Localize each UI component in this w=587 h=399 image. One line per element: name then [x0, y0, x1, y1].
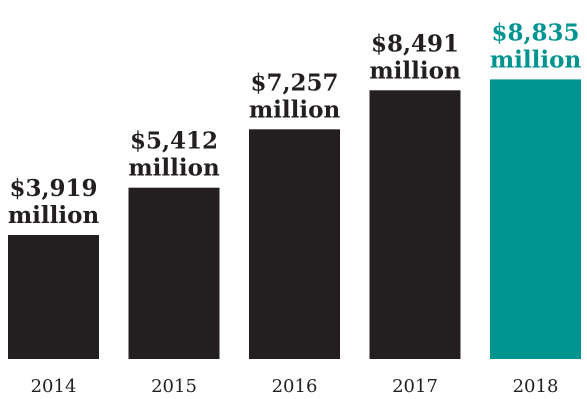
data-label-unit-2016: million	[249, 96, 341, 123]
data-label-value-2014: $3,919	[9, 175, 97, 202]
bar-2018	[490, 79, 581, 360]
bar-2014	[8, 235, 99, 359]
x-tick-label-2016: 2016	[272, 376, 318, 397]
data-label-value-2015: $5,412	[130, 128, 218, 155]
bar-2015	[128, 187, 220, 359]
x-tick-label-2017: 2017	[392, 376, 438, 397]
x-tick-label-2014: 2014	[31, 376, 77, 397]
data-label-value-2018: $8,835	[491, 19, 579, 46]
x-tick-label-2015: 2015	[151, 376, 197, 397]
data-label-value-2016: $7,257	[250, 69, 338, 96]
data-label-value-2017: $8,491	[371, 30, 459, 57]
data-label-unit-2014: million	[8, 202, 100, 229]
x-tick-label-2018: 2018	[513, 376, 559, 397]
data-label-unit-2017: million	[369, 57, 461, 84]
bar-2017	[369, 90, 461, 360]
data-label-unit-2015: million	[128, 155, 220, 182]
bar-2016	[249, 129, 340, 359]
data-label-unit-2018: million	[490, 46, 582, 73]
